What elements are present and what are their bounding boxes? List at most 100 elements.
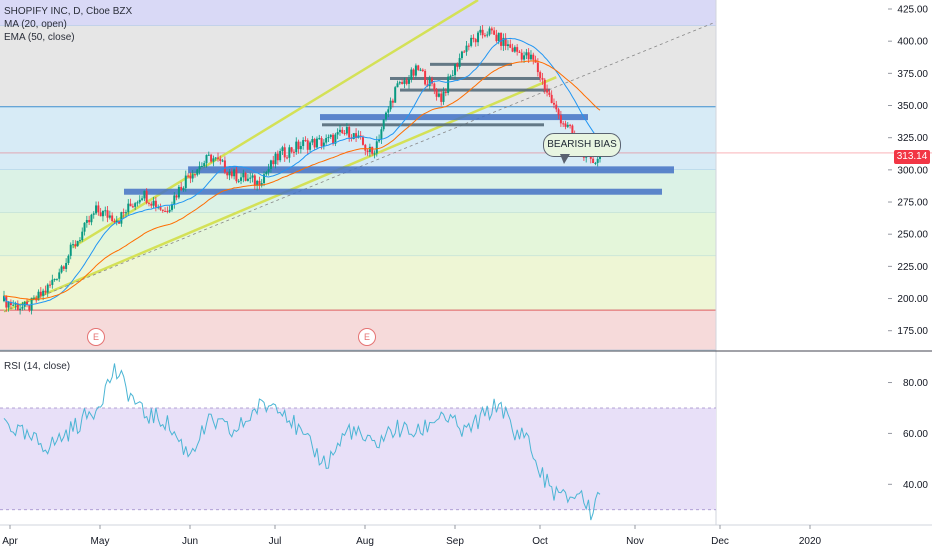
candle-body: [207, 154, 210, 156]
support-resistance-level: [124, 188, 662, 195]
candle-body: [141, 198, 144, 200]
support-resistance-level: [390, 76, 540, 80]
candle-body: [74, 244, 77, 247]
candle-body: [564, 123, 567, 127]
candle-body: [546, 89, 549, 93]
candle-body: [378, 139, 381, 142]
y-tick-label: 350.00: [897, 101, 928, 112]
candle-body: [62, 266, 65, 269]
candle-body: [205, 155, 208, 164]
candle-body: [322, 142, 325, 146]
candle-body: [497, 32, 500, 42]
bearish-bias-callout: BEARISH BIAS: [543, 133, 621, 157]
x-tick-label: Oct: [532, 536, 548, 547]
candle-body: [396, 83, 399, 88]
candle-body: [81, 231, 84, 241]
candle-body: [258, 180, 261, 186]
candle-body: [419, 69, 422, 71]
candle-body: [161, 209, 164, 211]
x-tick-label: Dec: [711, 536, 729, 547]
candle-body: [410, 69, 413, 80]
candle-body: [433, 83, 436, 90]
candle-body: [214, 157, 217, 159]
candle-body: [315, 138, 318, 148]
y-tick-label: 225.00: [897, 262, 928, 273]
candle-body: [272, 160, 275, 165]
candle-body: [398, 82, 401, 84]
candle-body: [28, 304, 31, 311]
candle-body: [164, 210, 167, 212]
y-tick-label: 375.00: [897, 69, 928, 80]
candle-body: [76, 240, 79, 247]
earnings-event-badge[interactable]: E: [87, 328, 105, 346]
candle-body: [274, 153, 277, 165]
candle-body: [516, 47, 519, 52]
candle-body: [332, 134, 335, 144]
candle-body: [16, 303, 19, 311]
candle-body: [325, 138, 328, 143]
candle-body: [108, 215, 111, 218]
candle-body: [138, 199, 141, 203]
ema-legend: EMA (50, close): [4, 32, 75, 43]
candle-body: [417, 65, 420, 70]
candle-body: [177, 186, 180, 198]
earnings-event-badge[interactable]: E: [358, 328, 376, 346]
x-tick-label: Nov: [626, 536, 644, 547]
candle-body: [180, 186, 183, 190]
candle-body: [46, 284, 49, 293]
candle-body: [389, 100, 392, 110]
candle-body: [384, 112, 387, 120]
candle-body: [525, 52, 528, 56]
candle-body: [90, 214, 93, 223]
candle-body: [260, 183, 263, 186]
candle-body: [440, 93, 443, 102]
candle-body: [523, 55, 526, 60]
candle-body: [170, 204, 173, 210]
candle-body: [203, 163, 206, 167]
candle-body: [115, 220, 118, 223]
candle-body: [513, 47, 516, 52]
candle-body: [352, 133, 355, 139]
candle-body: [276, 153, 279, 161]
candle-body: [467, 45, 470, 47]
candle-body: [594, 162, 597, 164]
candle-body: [361, 137, 364, 145]
candle-body: [329, 134, 332, 138]
ma-legend: MA (20, open): [4, 19, 67, 30]
candle-body: [506, 44, 509, 47]
candle-body: [173, 195, 176, 205]
candle-body: [134, 203, 137, 207]
candle-body: [143, 190, 146, 199]
candle-body: [504, 37, 507, 47]
candle-body: [481, 29, 484, 36]
candle-body: [237, 180, 240, 182]
candle-body: [193, 174, 196, 176]
candle-body: [265, 171, 268, 175]
candle-body: [150, 203, 153, 206]
candle-body: [447, 76, 450, 93]
x-tick-label: Sep: [446, 536, 464, 547]
candle-body: [92, 213, 95, 215]
candle-body: [520, 52, 523, 60]
support-resistance-level: [320, 114, 588, 121]
candle-body: [490, 28, 493, 31]
candle-body: [302, 140, 305, 147]
candle-body: [166, 210, 169, 212]
candle-body: [217, 157, 220, 159]
candle-body: [19, 308, 22, 311]
candle-body: [246, 178, 249, 181]
support-resistance-level: [188, 166, 675, 174]
candle-body: [184, 175, 187, 189]
candle-body: [495, 34, 498, 42]
candle-body: [368, 146, 371, 152]
candle-body: [500, 32, 503, 46]
candle-body: [348, 127, 351, 138]
candle-body: [26, 301, 29, 305]
candle-body: [371, 146, 374, 154]
candle-body: [111, 215, 114, 222]
x-tick-label: 2020: [799, 536, 822, 547]
candle-body: [543, 79, 546, 90]
candle-body: [131, 206, 134, 208]
candle-body: [124, 212, 127, 214]
